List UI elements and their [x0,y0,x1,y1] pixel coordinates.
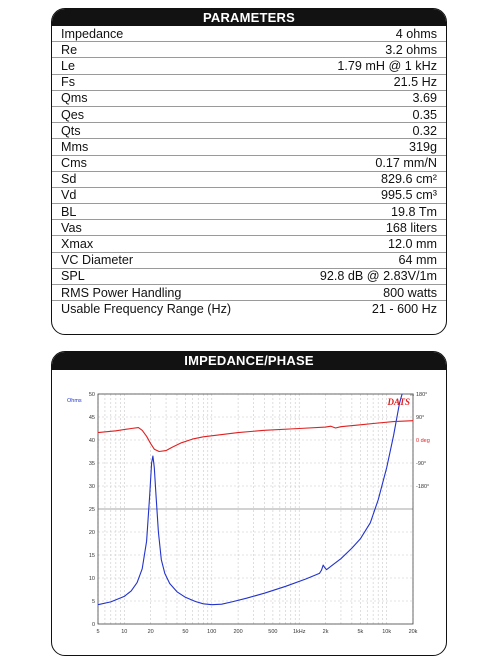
parameter-row: RMS Power Handling 800 watts [52,285,446,302]
impedance-phase-header: IMPEDANCE/PHASE [52,352,446,370]
parameters-table: Impedance 4 ohms Re 3.2 ohms Le 1.79 mH @ 1 k… [52,26,446,317]
x-tick-label: 20 [148,629,154,635]
parameter-label: Qes [61,107,85,122]
y-tick-label: 35 [89,461,95,467]
parameter-label: Vas [61,220,82,235]
parameter-value: 995.5 cm³ [381,188,437,203]
parameter-row: Impedance 4 ohms [52,26,446,43]
parameter-row: SPL 92.8 dB @ 2.83V/1m [52,269,446,285]
parameter-row: Cms 0.17 mm/N [52,156,446,172]
y-tick-label: 50 [89,392,95,398]
x-tick-label: 5k [357,629,363,635]
parameter-row: Le 1.79 mH @ 1 kHz [52,58,446,75]
parameter-label: Le [61,58,76,73]
parameter-row: Vas 168 liters [52,220,446,237]
parameter-value: 1.79 mH @ 1 kHz [337,58,437,73]
parameter-value: 0.32 [412,123,437,138]
y-tick-label: 25 [89,507,95,513]
parameter-value: 3.2 ohms [385,42,437,57]
parameter-label: Sd [61,172,77,187]
parameter-label: Impedance [61,26,124,41]
parameter-value: 21.5 Hz [393,75,437,90]
phase-curve [97,420,414,453]
x-tick-label: 20k [409,629,418,635]
dats-version: V3 [410,393,414,397]
parameter-row: Fs 21.5 Hz [52,75,446,91]
parameter-label: Re [61,42,78,57]
impedance-curve [97,393,403,606]
y-tick-label: 45 [89,415,95,421]
parameter-label: Xmax [61,237,94,252]
x-tick-label: 500 [268,629,277,635]
y-tick-label: 40 [89,438,95,444]
parameter-value: 4 ohms [395,26,437,41]
parameter-row: Usable Frequency Range (Hz) 21 - 600 Hz [52,301,446,317]
parameter-label: BL [61,204,77,219]
parameter-row: Qts 0.32 [52,123,446,140]
x-tick-label: 50 [182,629,188,635]
parameter-row: Vd 995.5 cm³ [52,188,446,205]
plot-frame [97,393,414,625]
dats-logo: DATS [386,397,410,407]
parameter-row: VC Diameter 64 mm [52,253,446,269]
phase-tick-label: -180° [416,484,429,490]
parameter-value: 64 mm [398,253,438,268]
parameter-value: 319g [408,139,437,154]
parameters-panel: PARAMETERS Impedance 4 ohms Re 3.2 ohms Le 1.… [51,8,447,335]
y-tick-label: 5 [92,599,95,605]
parameter-value: 0.17 mm/N [375,156,437,171]
parameter-value: 0.35 [412,107,437,122]
x-tick-label: 200 [234,629,243,635]
parameter-label: Usable Frequency Range (Hz) [61,302,232,317]
parameter-label: Qms [61,91,88,106]
ohms-axis-label: Ohms [67,398,82,404]
x-tick-label: 10 [121,629,127,635]
x-tick-label: 1kHz [293,629,306,635]
parameter-row: Sd 829.6 cm² [52,172,446,188]
y-tick-label: 10 [89,576,95,582]
phase-tick-label: 180° [416,392,427,398]
parameter-label: Vd [61,188,77,203]
parameter-label: VC Diameter [61,253,134,268]
parameter-label: Mms [61,139,89,154]
x-tick-label: 10k [382,629,391,635]
parameter-value: 92.8 dB @ 2.83V/1m [319,269,437,284]
y-tick-label: 0 [92,622,95,628]
parameter-row: BL 19.8 Tm [52,204,446,221]
x-tick-label: 2k [323,629,329,635]
parameter-row: Mms 319g [52,139,446,156]
y-tick-label: 15 [89,553,95,559]
y-tick-label: 30 [89,484,95,490]
impedance-phase-panel: IMPEDANCE/PHASE 0 5 10 15 20 25 30 35 40 45 50 5 10 2… [51,351,447,656]
parameter-value: 800 watts [383,285,437,300]
phase-tick-label: 90° [416,415,424,421]
parameter-row: Qes 0.35 [52,107,446,124]
parameter-row: Re 3.2 ohms [52,42,446,59]
phase-tick-label: -90° [416,461,426,467]
parameter-label: Fs [61,75,75,90]
parameter-row: Xmax 12.0 mm [52,236,446,253]
parameter-value: 12.0 mm [388,237,437,252]
x-tick-label: 5 [96,629,99,635]
parameter-value: 21 - 600 Hz [371,302,437,317]
zero-deg-label: 0 deg [416,438,430,444]
parameter-value: 19.8 Tm [391,204,437,219]
y-tick-label: 20 [89,530,95,536]
parameter-label: SPL [61,269,85,284]
parameter-value: 3.69 [412,91,437,106]
parameter-label: Cms [61,156,87,171]
x-tick-label: 100 [207,629,216,635]
parameter-label: Qts [61,123,81,138]
parameter-value: 168 liters [385,220,437,235]
parameters-header: PARAMETERS [52,9,446,26]
parameter-label: RMS Power Handling [61,285,182,300]
parameter-value: 829.6 cm² [381,172,437,187]
parameter-row: Qms 3.69 [52,91,446,107]
